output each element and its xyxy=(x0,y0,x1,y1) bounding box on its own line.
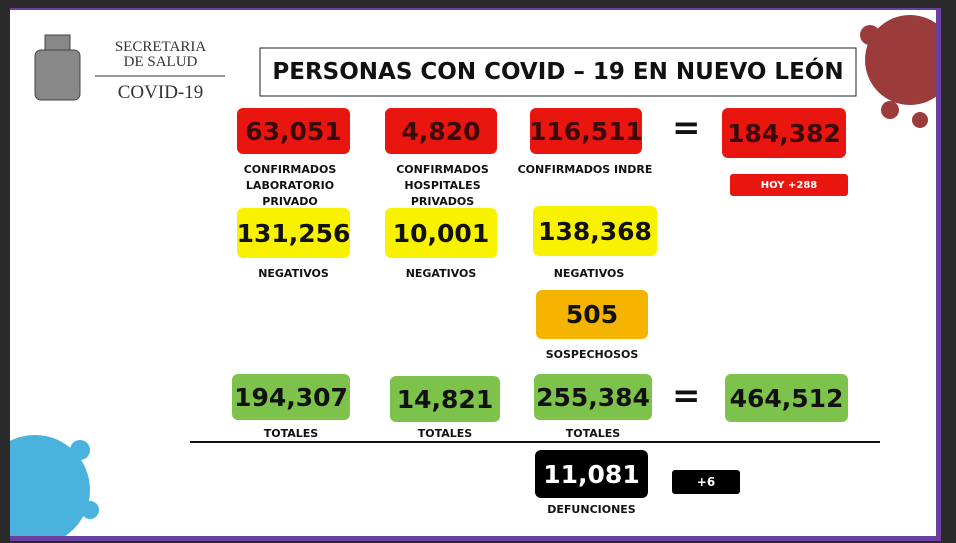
today-box: +6 xyxy=(672,470,740,494)
value-box: 194,307 xyxy=(232,374,350,420)
value-box: 63,051 xyxy=(237,108,350,154)
equals: = xyxy=(672,108,701,148)
value-box: 116,511 xyxy=(529,108,643,154)
value-box: 14,821 xyxy=(390,376,500,422)
equals: = xyxy=(672,376,701,416)
program: COVID-19 xyxy=(117,82,204,103)
value-box: 4,820 xyxy=(385,108,497,154)
value-box: 255,384 xyxy=(534,374,652,420)
label: CONFIRMADOS LABORATORIO PRIVADO xyxy=(243,163,337,208)
value-box: 131,256 xyxy=(237,208,350,258)
org-line1: SECRETARIA xyxy=(114,39,207,55)
label: CONFIRMADOS INDRE xyxy=(517,163,653,176)
label: NEGATIVOS xyxy=(405,267,477,280)
decoration xyxy=(10,15,936,536)
value-box: 464,512 xyxy=(725,374,848,422)
label: NEGATIVOS xyxy=(258,267,329,280)
slide: SECRETARIA DE SALUD COVID-19 PERSONAS CO… xyxy=(10,8,941,541)
label: TOTALES xyxy=(565,427,621,440)
title: PERSONAS CON COVID – 19 EN NUEVO LEÓN xyxy=(272,59,844,85)
value-box: 11,081 xyxy=(535,450,648,498)
label: DEFUNCIONES xyxy=(547,503,636,516)
label: CONFIRMADOS HOSPITALES PRIVADOS xyxy=(396,163,489,208)
value-box: 184,382 xyxy=(722,108,846,158)
value-box: 138,368 xyxy=(533,206,657,256)
value-box: 10,001 xyxy=(385,208,497,258)
today-box: HOY +288 xyxy=(730,174,848,196)
value-box: 505 xyxy=(536,290,648,339)
label: TOTALES xyxy=(263,427,319,440)
label: NEGATIVOS xyxy=(553,267,625,280)
label: SOSPECHOSOS xyxy=(545,348,639,361)
org-line2: DE SALUD xyxy=(123,54,198,70)
label: TOTALES xyxy=(417,427,473,440)
